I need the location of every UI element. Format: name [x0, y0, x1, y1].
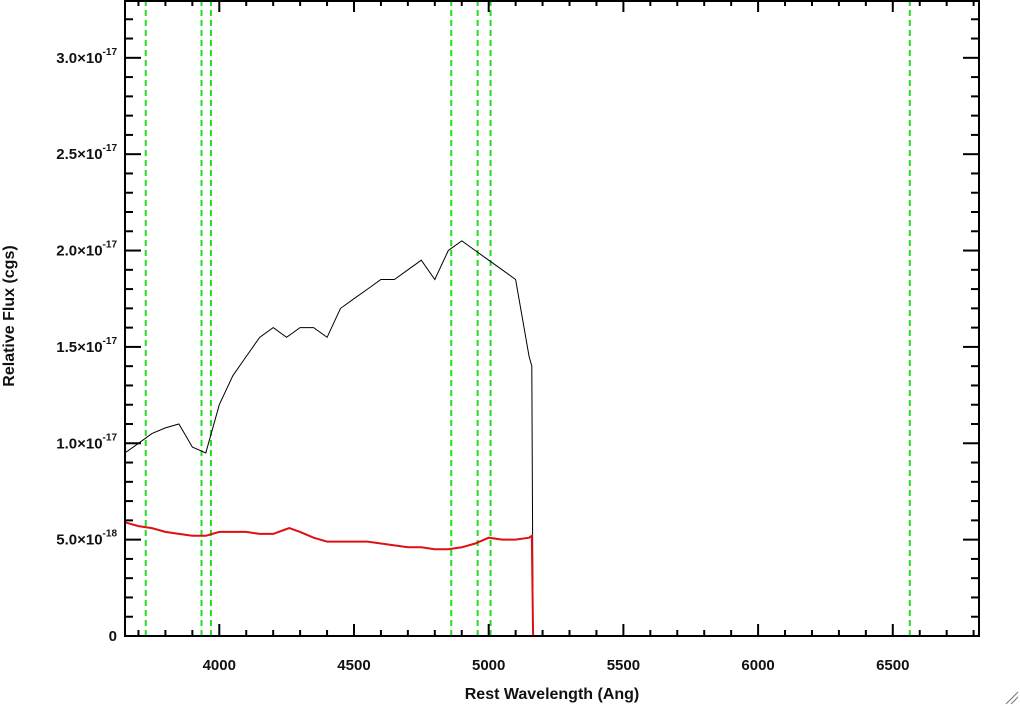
error-spectrum-line	[124, 521, 979, 637]
axis-ticks	[125, 0, 979, 637]
y-tick-label: 3.0×10-17	[56, 47, 117, 67]
observed-spectrum-line	[124, 240, 979, 637]
y-tick-label: 1.5×10-17	[56, 336, 117, 356]
y-tick-label: 1.0×10-17	[56, 432, 117, 452]
x-tick-label: 4000	[203, 657, 236, 674]
x-tick-labels: 4000 4500 5000 5500 6000 6500	[203, 657, 910, 674]
x-tick-label: 6500	[876, 657, 909, 674]
y-tick-label: 2.5×10-17	[56, 143, 117, 163]
x-tick-label: 5000	[472, 657, 505, 674]
y-tick-labels: 0 5.0×10-18 1.0×10-17 1.5×10-17 2.0×10-17 2.5…	[56, 47, 117, 645]
x-tick-label: 4500	[337, 657, 370, 674]
x-tick-label: 6000	[741, 657, 774, 674]
plot-frame	[124, 0, 980, 637]
x-axis-title: Rest Wavelength (Ang)	[465, 686, 640, 703]
x-tick-label: 5500	[607, 657, 640, 674]
y-axis-title: Relative Flux (cgs)	[1, 245, 18, 386]
y-tick-label: 2.0×10-17	[56, 240, 117, 260]
y-tick-label: 5.0×10-18	[56, 529, 117, 549]
marker-lines	[144, 0, 911, 636]
resize-grip[interactable]	[1005, 691, 1019, 705]
spectrum-series	[124, 240, 979, 637]
y-tick-label: 0	[109, 628, 117, 645]
